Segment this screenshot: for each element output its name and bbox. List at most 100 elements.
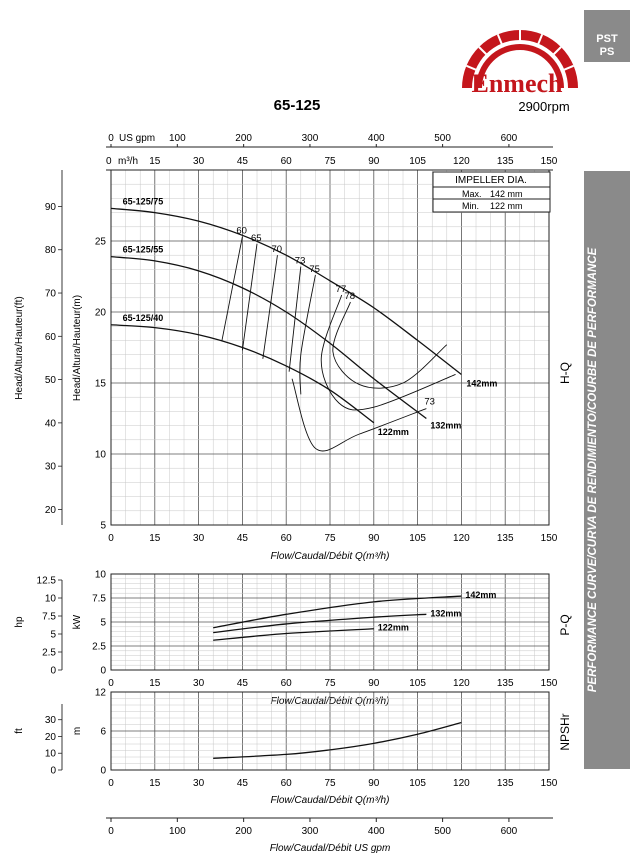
npsh-x-tick: 15	[149, 778, 161, 789]
hq-ft-tick-label: 70	[45, 289, 57, 300]
efficiency-curve-65	[241, 243, 258, 351]
pq-frame	[110, 573, 550, 671]
pq-x-tick: 30	[193, 678, 205, 689]
npsh-ft-axis-title: ft	[14, 728, 25, 734]
npsh-m-tick: 6	[100, 727, 106, 738]
pq-diameter-label: 122mm	[378, 623, 409, 633]
hq-x-tick: 150	[541, 533, 558, 544]
efficiency-label: 75	[309, 264, 320, 275]
pq-hp-tick-label: 7.5	[42, 612, 56, 623]
pq-x-tick: 45	[237, 678, 249, 689]
efficiency-curve-60	[221, 236, 243, 341]
impeller-min-label: Min.	[462, 201, 479, 211]
pq-curve-142mm	[213, 595, 462, 629]
speed-label: 2900rpm	[518, 99, 569, 114]
npsh-ft-tick-label: 20	[45, 732, 57, 743]
logo-ray	[478, 46, 490, 58]
hq-ft-tick-label: 40	[45, 418, 57, 429]
pq-x-tick: 135	[497, 678, 514, 689]
impeller-max-label: Max.	[462, 189, 482, 199]
side-banner-text: PERFORMANCE CURVE/CURVA DE RENDIMIENTO/C…	[587, 247, 599, 692]
hq-x-axis-title: Flow/Caudal/Débit Q(m³/h)	[271, 551, 390, 562]
hq-x-tick: 90	[368, 533, 380, 544]
pq-x-tick: 105	[409, 678, 426, 689]
pq-chart: 0 2.5 5 7.5 10 kW 0 2.5 5 7.5 10 12.5 hp 0 15 30 45 60 75 9…	[14, 570, 558, 708]
logo-ray	[466, 64, 480, 73]
hq-top-m3h-tick: 30	[193, 156, 205, 167]
pq-diameter-label: 142mm	[465, 590, 496, 600]
side-banner	[584, 171, 630, 769]
npsh-x-tick: 90	[368, 778, 380, 789]
brand-code-2: PS	[600, 46, 615, 58]
hq-gpm-tick: 300	[302, 133, 319, 144]
npsh-x-tick: 75	[324, 778, 336, 789]
hq-x-tick: 15	[149, 533, 161, 544]
pq-diameter-label: 132mm	[430, 608, 461, 618]
hq-top-m3h-tick: 15	[149, 156, 161, 167]
pq-section-label: P-Q	[558, 614, 572, 635]
model-title: 65-125	[274, 97, 321, 114]
pq-kw-tick: 10	[95, 570, 107, 581]
hq-x-tick: 60	[281, 533, 293, 544]
pq-x-tick: 15	[149, 678, 161, 689]
efficiency-curve-78	[332, 301, 448, 389]
hq-x-tick: 0	[108, 533, 114, 544]
hq-diameter-label: 122mm	[378, 427, 409, 437]
hq-m-tick: 20	[95, 308, 107, 319]
hq-top-m3h-tick: 120	[453, 156, 470, 167]
hq-x-tick: 30	[193, 533, 205, 544]
hq-gpm-unit: US gpm	[119, 133, 155, 144]
hq-model-label: 65-125/40	[123, 313, 164, 323]
gpm-axis-title: Flow/Caudal/Débit US gpm	[270, 843, 391, 854]
hq-m-tick: 15	[95, 379, 107, 390]
hq-diameter-label: 142mm	[466, 378, 497, 388]
hq-gpm-tick: 500	[434, 133, 451, 144]
impeller-table-title: IMPELLER DIA.	[455, 175, 527, 186]
hq-top-m3h-tick: 45	[237, 156, 249, 167]
npsh-x-tick: 150	[541, 778, 558, 789]
hq-ft-tick-label: 90	[45, 202, 57, 213]
logo-rays	[466, 30, 574, 73]
npsh-x-axis-title: Flow/Caudal/Débit Q(m³/h)	[271, 795, 390, 806]
npsh-x-tick: 135	[497, 778, 514, 789]
hq-m-tick: 10	[95, 450, 107, 461]
hq-top-m3h-tick: 150	[541, 156, 558, 167]
pq-x-tick: 90	[368, 678, 380, 689]
hq-gpm-tick: 200	[235, 133, 252, 144]
npsh-curve	[213, 721, 462, 759]
npsh-m-axis-title: m	[72, 727, 83, 735]
hq-m-tick: 25	[95, 237, 107, 248]
efficiency-curve-77	[320, 294, 456, 411]
gpm-tick-label: 500	[434, 826, 451, 837]
npsh-ft-tick-label: 10	[45, 749, 57, 760]
hq-ft-tick-label: 50	[45, 375, 57, 386]
hq-ft-tick-label: 80	[45, 245, 57, 256]
hq-ft-axis-title: Head/Altura/Hauteur(ft)	[14, 296, 25, 399]
impeller-min-value: 122 mm	[490, 201, 523, 211]
pq-x-tick: 150	[541, 678, 558, 689]
hq-gpm-tick: 0	[108, 133, 114, 144]
logo-arc-outer	[462, 30, 578, 88]
npsh-m-tick: 12	[95, 688, 107, 699]
hq-x-tick: 120	[453, 533, 470, 544]
efficiency-label: 77	[336, 284, 347, 295]
pq-hp-tick-label: 0	[50, 666, 56, 677]
pq-x-tick: 0	[108, 678, 114, 689]
efficiency-label: 73	[295, 256, 306, 267]
npsh-x-tick: 120	[453, 778, 470, 789]
gpm-tick-label: 100	[169, 826, 186, 837]
logo-ray	[535, 34, 544, 48]
gpm-tick-label: 0	[108, 826, 114, 837]
impeller-max-value: 142 mm	[490, 189, 523, 199]
hq-top-m3h-tick: 75	[324, 156, 336, 167]
logo-text: Enmech	[472, 69, 564, 98]
hq-x-tick: 105	[409, 533, 426, 544]
impeller-table	[432, 171, 551, 213]
hq-m3h-unit: m³/h	[118, 156, 138, 167]
pq-hp-tick-label: 12.5	[37, 576, 57, 587]
hq-top-m3h-tick: 135	[497, 156, 514, 167]
hq-top-m3h-tick: 60	[281, 156, 293, 167]
pq-x-tick: 60	[281, 678, 293, 689]
brand-code-1: PST	[596, 33, 618, 45]
